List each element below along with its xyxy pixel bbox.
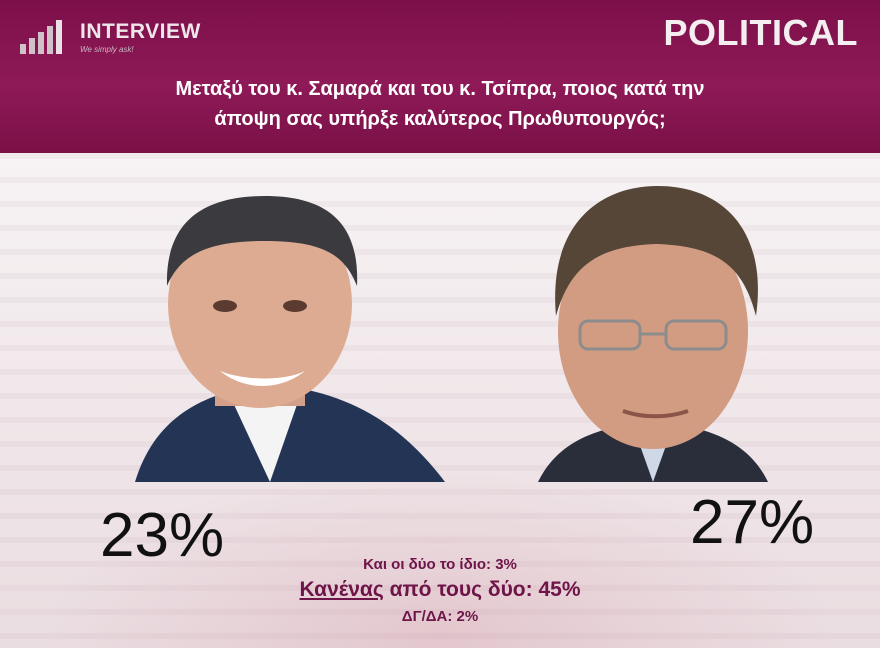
brand-logo: INTERVIEW We simply ask!	[20, 16, 220, 58]
neither-result: Κανένας από τους δύο: 45%	[0, 578, 880, 602]
portrait-right	[528, 186, 778, 482]
left-percentage: 23%	[100, 501, 225, 570]
bar-logo-icon	[20, 20, 72, 54]
question-line-2: άποψη σας υπήρξε καλύτερος Πρωθυπουργός;	[214, 108, 666, 130]
header-banner: INTERVIEW We simply ask! POLITICAL Μεταξ…	[0, 0, 880, 153]
category-label: POLITICAL	[663, 12, 858, 53]
brand-name: INTERVIEW	[80, 20, 201, 43]
right-percentage: 27%	[690, 488, 815, 557]
portrait-left	[95, 186, 445, 482]
dont-know-result: ΔΓ/ΔΑ: 2%	[401, 608, 479, 625]
survey-question: Μεταξύ του κ. Σαμαρά και του κ. Τσίπρα, …	[60, 74, 820, 134]
neither-rest: από τους δύο: 45%	[383, 578, 581, 601]
brand-tagline: We simply ask!	[80, 45, 134, 54]
both-same-result: Και οι δύο το ίδιο: 3%	[363, 556, 517, 573]
neither-word: Κανένας	[299, 578, 384, 601]
question-line-1: Μεταξύ του κ. Σαμαρά και του κ. Τσίπρα, …	[175, 78, 705, 100]
